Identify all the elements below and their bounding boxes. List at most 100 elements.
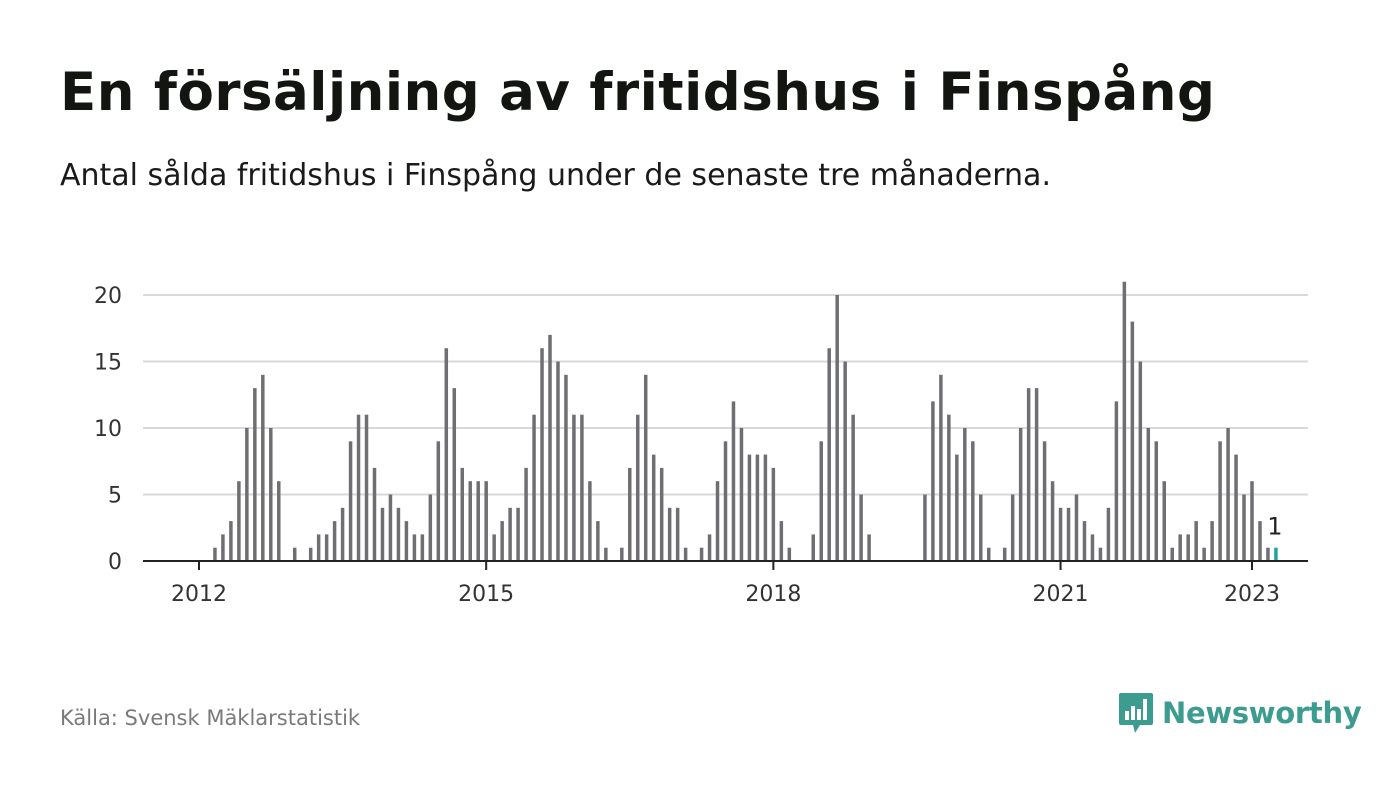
bar (340, 507, 345, 561)
bar (987, 547, 991, 561)
bar (923, 494, 927, 561)
bar (835, 295, 839, 561)
bar (699, 547, 704, 561)
bar (460, 467, 464, 561)
brand-name: Newsworthy (1162, 696, 1362, 730)
bar (420, 534, 425, 561)
bar (356, 414, 361, 561)
bar (1266, 547, 1270, 561)
x-tick-label: 2018 (745, 582, 801, 607)
bar (572, 414, 576, 561)
bar (1242, 494, 1246, 561)
bar (1090, 534, 1095, 561)
bar (444, 348, 449, 561)
bar (947, 414, 951, 561)
x-tick-label: 2015 (458, 582, 514, 607)
bar (707, 534, 712, 561)
bar (500, 521, 504, 561)
bar (588, 481, 592, 561)
bar (1146, 428, 1151, 561)
bar (779, 521, 784, 561)
bar (1194, 521, 1198, 561)
bar (1130, 321, 1135, 561)
bar (1002, 547, 1007, 561)
bar (1114, 401, 1119, 561)
bar (269, 428, 273, 561)
bar (221, 534, 225, 561)
bar (1058, 507, 1063, 561)
bar (827, 348, 831, 561)
bar (508, 507, 512, 561)
bar (939, 374, 943, 561)
bar (516, 507, 520, 561)
bar (683, 547, 688, 561)
bar (667, 507, 672, 561)
bar (237, 481, 241, 561)
y-tick-label: 0 (108, 550, 122, 575)
bar (277, 481, 281, 561)
bar (596, 521, 600, 561)
brand-logo[interactable]: Newsworthy (1118, 690, 1362, 736)
bar (931, 401, 935, 561)
bar (604, 547, 608, 561)
bar (955, 454, 959, 561)
bar-chart-speech-bubble-icon (1119, 693, 1153, 733)
bar (1026, 388, 1031, 561)
bar (963, 428, 967, 561)
bar-chart: 0 5 10 15 20 2012 2015 2018 2021 2023 1 (94, 281, 1308, 607)
bar (771, 467, 776, 561)
bar (747, 454, 752, 561)
bar (1034, 388, 1039, 561)
bar (1082, 521, 1087, 561)
highlight-bar (1274, 547, 1278, 561)
bar (308, 547, 313, 561)
y-tick-label: 10 (94, 417, 122, 442)
bar (1250, 481, 1254, 561)
bar (532, 414, 536, 561)
bar (1138, 361, 1143, 561)
bar (787, 547, 792, 561)
bar (851, 414, 855, 561)
bar (388, 494, 393, 561)
bar (1218, 441, 1222, 561)
bar (739, 428, 744, 561)
bar (659, 467, 664, 561)
bar (763, 454, 768, 561)
bar (715, 481, 720, 561)
bar (867, 534, 871, 561)
bar (540, 348, 544, 561)
bar (723, 441, 728, 561)
bar (1226, 428, 1230, 561)
bar (324, 534, 329, 561)
bar (843, 361, 847, 561)
bar (1042, 441, 1047, 561)
bar (1074, 494, 1079, 561)
bar (245, 428, 249, 561)
y-tick-label: 5 (108, 484, 122, 509)
bar (524, 467, 528, 561)
bar (548, 334, 552, 561)
bar (651, 454, 656, 561)
bar (1122, 281, 1127, 561)
bar (468, 481, 472, 561)
bar (1050, 481, 1055, 561)
bar (484, 481, 488, 561)
bar (643, 374, 648, 561)
source-note: Källa: Svensk Mäklarstatistik (60, 706, 361, 730)
bar (1234, 454, 1238, 561)
bar (476, 481, 480, 561)
bar (1202, 547, 1206, 561)
bar (859, 494, 863, 561)
x-tick-label: 2012 (171, 582, 227, 607)
bar (1098, 547, 1103, 561)
bar (380, 507, 385, 561)
chart-title: En försäljning av fritidshus i Finspång (60, 62, 1216, 123)
bar (1170, 547, 1174, 561)
chart-subtitle: Antal sålda fritidshus i Finspång under … (60, 158, 1051, 193)
bar (428, 494, 433, 561)
bar (492, 534, 496, 561)
bar (229, 521, 233, 561)
bar (971, 441, 975, 561)
bar (1186, 534, 1190, 561)
bar (1018, 428, 1023, 561)
